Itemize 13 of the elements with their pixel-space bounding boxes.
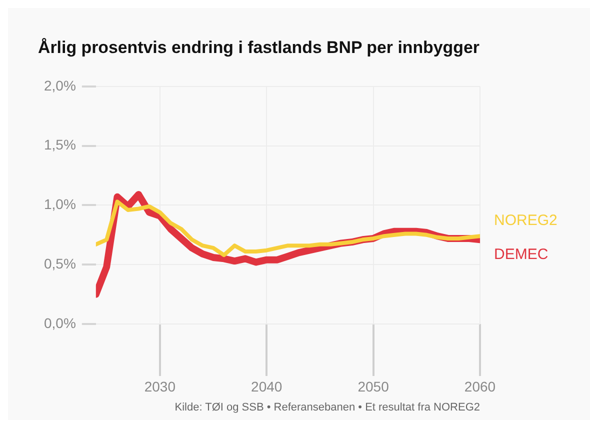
y-tick-label: 1,0% [44, 196, 76, 212]
x-tick-label: 2050 [358, 378, 390, 394]
x-tick-label: 2030 [144, 378, 176, 394]
y-tick-label: 0,0% [44, 314, 76, 331]
y-tick-label: 0,5% [44, 255, 76, 272]
series-label: DEMEC [494, 246, 548, 264]
y-tick-label: 1,5% [44, 136, 76, 153]
x-tick-label: 2060 [464, 378, 496, 394]
chart-title: Årlig prosentvis endring i fastlands BNP per innbygger [38, 38, 480, 57]
series-label: NOREG2 [494, 212, 558, 230]
x-tick-label: 2040 [251, 378, 282, 394]
text: Kilde: TØI og SSB • Referansebanen • Et resultat fra NOREG2 [174, 401, 480, 414]
y-tick-label: 2,0% [44, 77, 76, 94]
